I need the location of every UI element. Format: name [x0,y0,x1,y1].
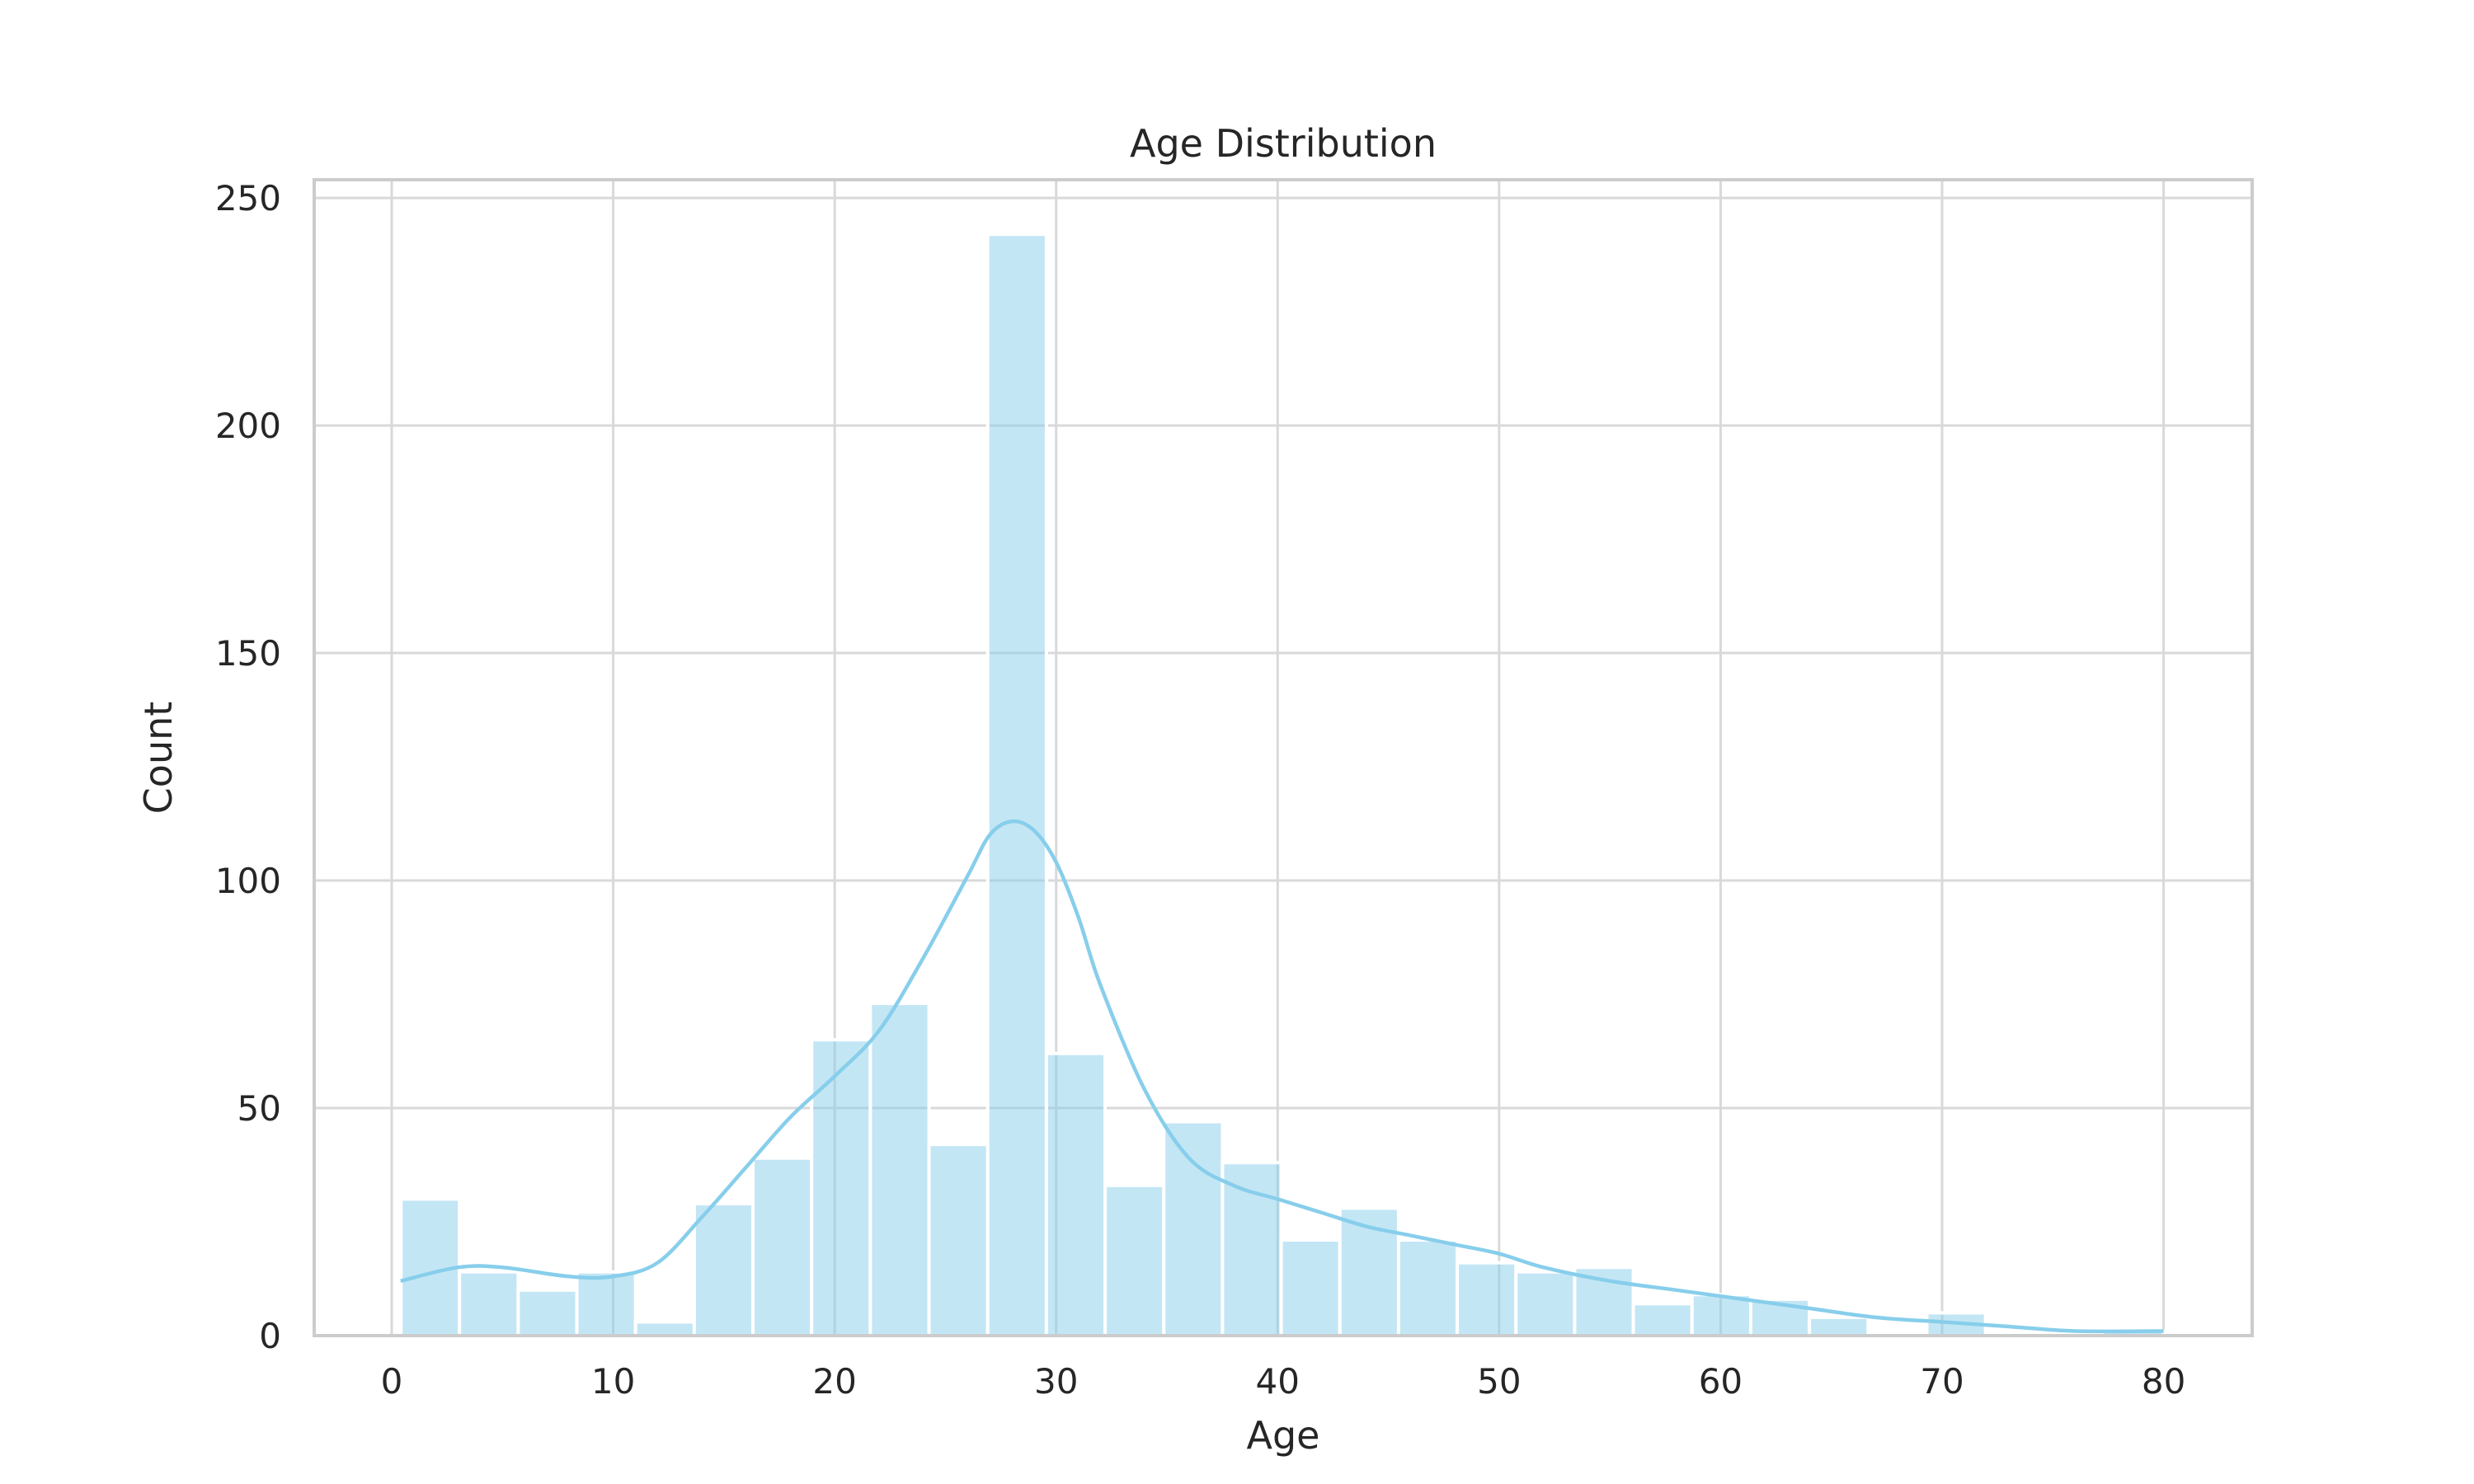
y-axis-ticks: 0 50 100 150 200 250 [215,178,281,1356]
y-tick-label-0: 0 [259,1316,281,1356]
bar-15 [1279,1238,1342,1338]
bar-2 [516,1288,579,1337]
bar-1 [458,1270,520,1337]
bar-18 [1456,1261,1518,1338]
x-tick-label-70: 70 [1920,1361,1964,1402]
bar-7 [810,1038,872,1337]
y-tick-label-100: 100 [215,861,281,901]
bar-4 [633,1320,696,1337]
x-tick-label-80: 80 [2142,1361,2185,1402]
bar-9 [927,1143,990,1337]
x-tick-label-10: 10 [591,1361,635,1402]
x-tick-label-50: 50 [1477,1361,1521,1402]
x-tick-label-30: 30 [1034,1361,1078,1402]
y-tick-label-50: 50 [238,1088,281,1129]
y-axis-label: Count [136,702,181,815]
y-tick-label-150: 150 [215,633,281,674]
x-axis-label: Age [1247,1413,1320,1458]
bar-19 [1514,1270,1577,1337]
bar-3 [575,1270,637,1337]
bar-17 [1396,1238,1460,1338]
x-tick-label-0: 0 [381,1361,403,1402]
y-tick-label-250: 250 [215,178,281,218]
chart-title: Age Distribution [1130,121,1437,166]
bar-5 [692,1201,755,1337]
x-tick-label-60: 60 [1699,1361,1743,1402]
bar-8 [868,1002,931,1337]
bar-10 [985,232,1048,1337]
bar-6 [751,1156,814,1338]
bar-21 [1631,1302,1694,1337]
x-axis-ticks: 0 10 20 30 40 50 60 70 80 [381,1361,2186,1402]
bar-24 [1808,1315,1870,1338]
histogram-bars [399,232,2166,1338]
bar-14 [1221,1161,1283,1337]
plot-frame [313,178,2254,1337]
kde-line [400,819,2164,1334]
x-tick-label-20: 20 [812,1361,856,1402]
bar-13 [1162,1120,1225,1338]
x-tick-label-40: 40 [1256,1361,1300,1402]
bar-12 [1103,1183,1166,1337]
bar-11 [1044,1051,1108,1337]
y-tick-label-200: 200 [215,406,281,446]
